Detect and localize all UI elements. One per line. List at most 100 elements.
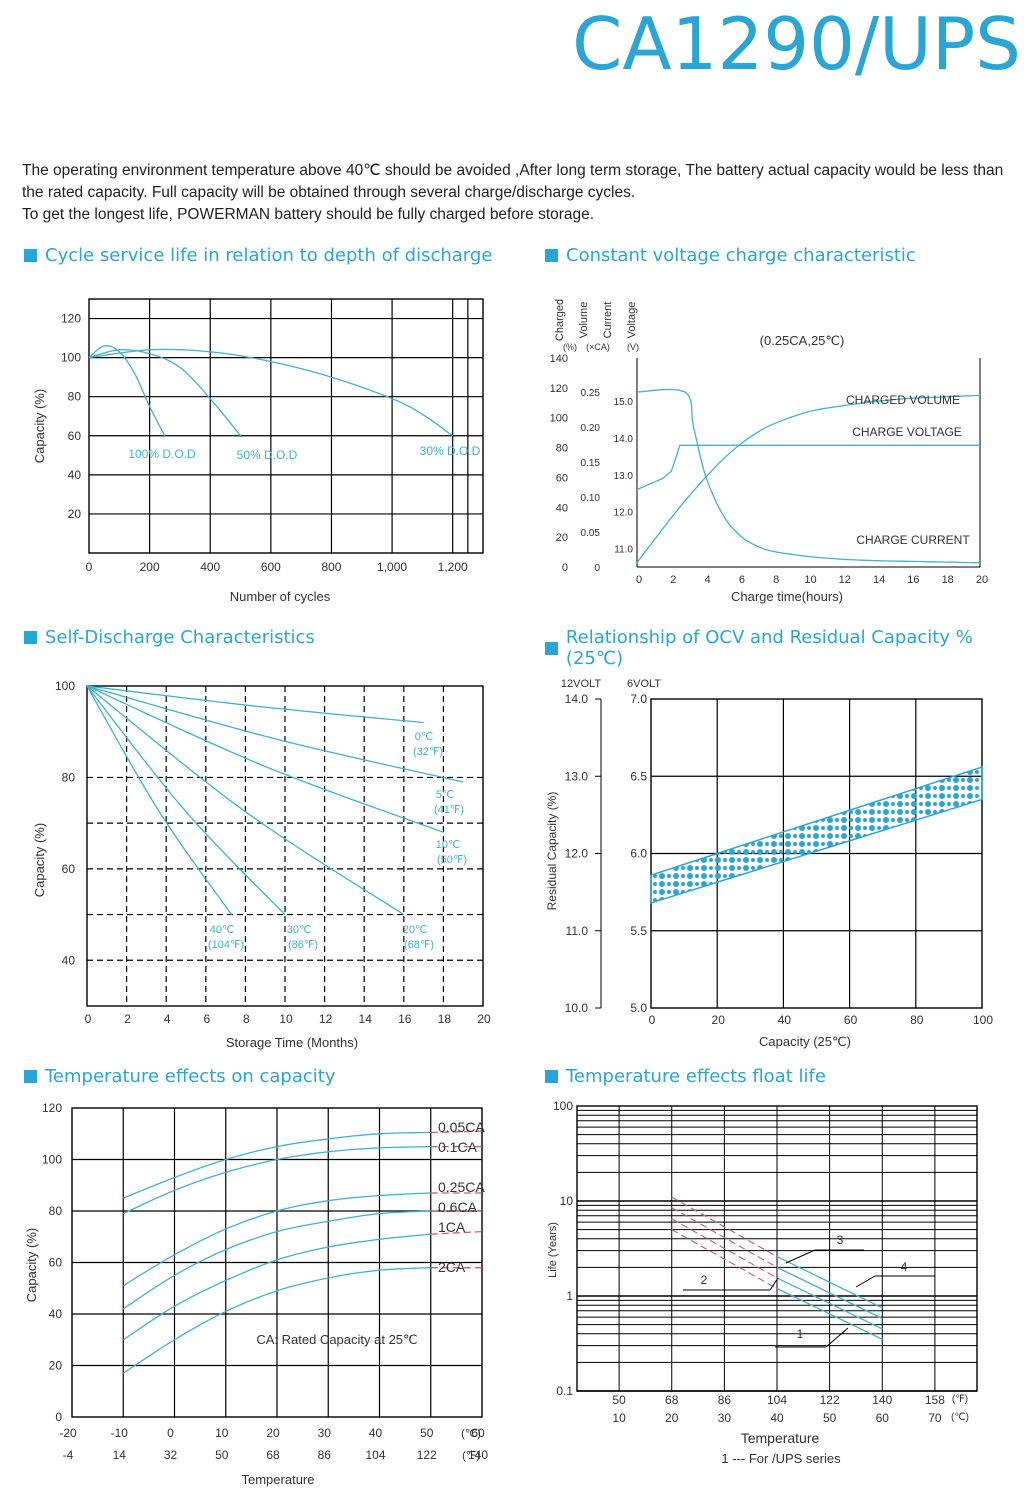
tempcap-x-tick-c: 0 [167,1426,174,1440]
tempcap-series-line [122,1210,431,1310]
ocv-y-6v-label: 6.5 [630,769,647,783]
charge-x-tick-label: 18 [942,574,954,586]
selfdis-y-tick-label: 80 [62,770,76,784]
tempcap-series-label: 2CA [438,1259,466,1275]
tempcap-x-tick-f: 14 [113,1448,127,1462]
float-x-axis-label: Temperature [741,1430,820,1446]
ocv-y-12v-label: 11.0 [566,924,589,938]
cycle-y-tick-label: 120 [61,312,81,326]
tempcap-series-label: 1CA [438,1219,466,1235]
float-series-label: 1 [797,1327,804,1341]
section-heading-float: Temperature effects float life [545,1066,826,1087]
cycle-x-tick-label: 1,000 [377,560,407,574]
charge-y-current-label: 0.10 [581,493,601,504]
cycle-x-tick-label: 800 [321,560,341,574]
section-heading-text: Relationship of OCV and Residual Capacit… [565,627,973,669]
cycle-series-label: 30% D.O.D [420,444,481,458]
tempcap-x-tick-c: -10 [111,1426,129,1440]
tempcap-unit-f: (℉) [462,1450,480,1462]
charge-y-charged-label: 80 [556,443,568,455]
charge-y-current-label: 0.25 [581,388,601,399]
tempcap-x-tick-f: 122 [417,1448,437,1462]
ocv-y-12v-label: 10.0 [565,1001,589,1015]
ocv-y-12v-label: 12.0 [565,847,589,861]
charge-series-label: CHARGE VOLTAGE [852,425,962,439]
float-x-tick-f: 158 [925,1393,945,1407]
selfdis-series-line [86,685,444,833]
section-heading-selfdis: Self-Discharge Characteristics [24,627,315,648]
square-bullet-icon [545,1070,558,1083]
charge-y-charged-label: 0 [562,562,568,574]
charge-x-tick-label: 4 [705,574,711,586]
cycle-y-tick-label: 60 [68,429,82,443]
tempcap-x-tick-c: 40 [369,1426,383,1440]
charge-x-tick-label: 14 [873,574,885,586]
charge-y-voltage-label: 15.0 [614,397,634,408]
float-x-tick-f: 104 [767,1393,787,1407]
selfdis-series-label: 0℃ [415,731,433,743]
float-y-tick-label: 0.1 [556,1384,573,1398]
tempcap-x-tick-f: -4 [63,1448,74,1462]
selfdis-series-label: 20℃ [403,924,428,936]
float-series-line [776,1256,883,1309]
charge-y-charged-label: 140 [550,353,568,365]
selfdis-y-tick-label: 100 [55,679,75,693]
float-x-tick-f: 140 [872,1393,892,1407]
float-series-dashed [671,1218,778,1279]
charge-y-charged-label: 100 [550,413,568,425]
section-heading-text: Self-Discharge Characteristics [45,627,315,648]
cycle-series-line [88,349,242,437]
ocv-x-tick-label: 40 [778,1013,792,1027]
tempcap-y-tick-label: 0 [55,1410,62,1424]
charge-y-voltage-label: 14.0 [614,434,634,445]
charge-axis-unit: (V) [627,342,639,352]
cycle-x-tick-label: 400 [200,560,220,574]
tempcap-series-extension [430,1130,483,1134]
tempcap-x-tick-c: 10 [215,1426,229,1440]
tempcap-series-line [122,1267,431,1374]
section-heading-tempcap: Temperature effects on capacity [24,1066,335,1087]
charge-y-voltage-label: 11.0 [614,545,633,556]
float-x-tick-c: 50 [823,1411,837,1425]
tempcap-x-tick-f: 32 [164,1448,178,1462]
selfdis-x-tick-label: 10 [279,1012,293,1026]
selfdis-x-tick-label: 4 [164,1012,171,1026]
tempcap-y-tick-label: 80 [49,1204,63,1218]
charge-x-axis-label: Charge time(hours) [731,589,843,604]
selfdis-x-tick-label: 0 [85,1012,92,1026]
selfdis-x-tick-label: 20 [477,1012,491,1026]
ocv-x-axis-label: Capacity (25℃) [759,1034,851,1049]
selfdis-series-sublabel: (50℉) [437,854,467,866]
charge-series-line [636,444,980,491]
charge-y-current-label: 0.05 [581,528,601,539]
tempcap-x-tick-f: 86 [318,1448,332,1462]
float-series-dashed [671,1207,778,1268]
charge-series-label: CHARGED VOLUME [846,393,960,407]
cycle-x-tick-label: 0 [86,560,93,574]
tempcap-y-tick-label: 40 [49,1307,63,1321]
selfdis-x-tick-label: 8 [243,1012,250,1026]
selfdis-series-sublabel: (41℉) [434,804,464,816]
float-x-tick-f: 122 [820,1393,840,1407]
square-bullet-icon [545,641,558,655]
float-series-label: 3 [837,1233,844,1247]
charge-y-charged-label: 120 [550,383,568,395]
selfdis-y-axis-label: Capacity (%) [32,823,47,897]
float-unit-c: (℃) [951,1412,969,1423]
charge-x-tick-label: 8 [773,574,779,586]
float-y-tick-label: 1 [566,1289,573,1303]
square-bullet-icon [24,249,37,262]
tempcap-series-extension [430,1230,483,1235]
square-bullet-icon [545,249,558,262]
tempcap-series-line [122,1192,431,1287]
charge-y-current-label: 0 [594,563,600,574]
ocv-x-tick-label: 0 [649,1013,656,1027]
float-x-tick-c: 70 [928,1411,942,1425]
tempcap-series-label: 0.1CA [438,1139,478,1155]
ocv-axis-header: 6VOLT [627,678,661,690]
ocv-y-6v-label: 6.0 [630,847,647,861]
float-x-tick-c: 10 [612,1411,626,1425]
cycle-y-tick-label: 80 [68,390,82,404]
intro-paragraph-1: The operating environment temperature ab… [22,162,1004,201]
float-x-tick-f: 68 [665,1393,679,1407]
